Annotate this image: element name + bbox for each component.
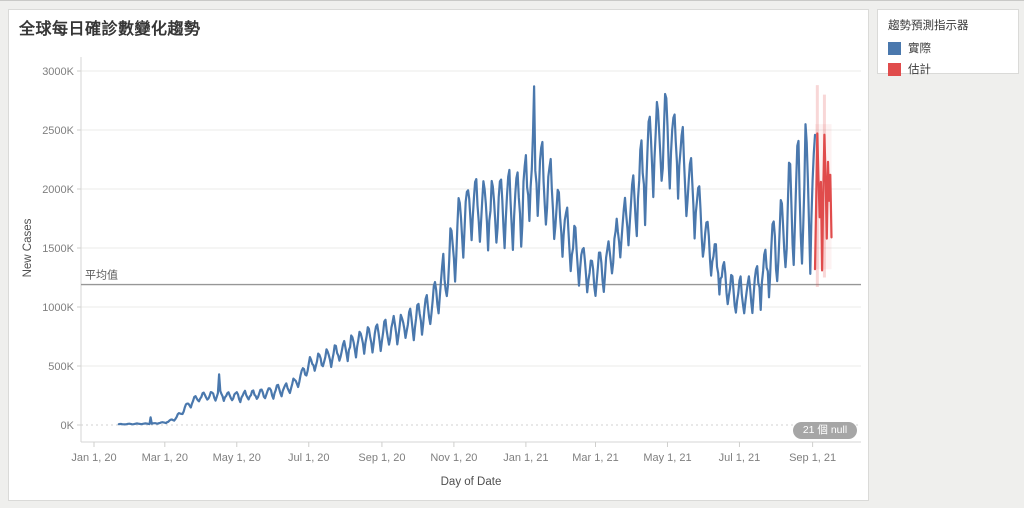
legend-title: 趨勢預測指示器 xyxy=(888,20,969,32)
legend-item-label: 實際 xyxy=(908,43,931,55)
chart-card: 全球每日確診數變化趨勢 0K 500K 1000K 1500K 2000K 2500K 30… xyxy=(8,9,869,501)
x-axis-title: Day of Date xyxy=(441,476,502,488)
trend-chart[interactable]: 0K 500K 1000K 1500K 2000K 2500K 3000K Jan 1, 20… xyxy=(9,10,868,500)
y-tick-label: 1500K xyxy=(42,243,74,255)
x-tick-label: Jul 1, 20 xyxy=(288,452,330,464)
x-tick-label: May 1, 20 xyxy=(213,452,261,464)
y-tick-label: 1000K xyxy=(42,302,74,314)
estimate-series-swatch xyxy=(888,62,901,76)
y-axis-title: New Cases xyxy=(22,218,34,277)
y-tick-label: 3000K xyxy=(42,66,74,78)
forecast-series-line[interactable] xyxy=(813,132,833,272)
page-title: 全球每日確診數變化趨勢 xyxy=(19,21,201,38)
x-tick-label: Mar 1, 21 xyxy=(572,452,618,464)
legend-item-label: 估計 xyxy=(908,64,931,76)
y-tick-label: 2000K xyxy=(42,184,74,196)
y-tick-label: 0K xyxy=(61,420,75,432)
x-tick-label: Sep 1, 21 xyxy=(789,452,836,464)
x-tick-label: May 1, 21 xyxy=(643,452,691,464)
y-tick-label: 2500K xyxy=(42,125,74,137)
y-tick-label: 500K xyxy=(48,361,74,373)
actual-series-line[interactable] xyxy=(117,85,817,426)
average-line-label: 平均值 xyxy=(85,269,118,282)
null-indicator-badge[interactable]: 21 個 null xyxy=(793,422,857,439)
x-tick-label: Sep 1, 20 xyxy=(358,452,405,464)
x-tick-label: Jan 1, 21 xyxy=(503,452,548,464)
x-tick-label: Jul 1, 21 xyxy=(719,452,761,464)
legend-item-estimate[interactable]: 估計 xyxy=(888,61,1008,77)
x-tick-label: Mar 1, 20 xyxy=(142,452,188,464)
legend-item-actual[interactable]: 實際 xyxy=(888,40,1008,56)
x-tick-label: Jan 1, 20 xyxy=(71,452,116,464)
x-tick-label: Nov 1, 20 xyxy=(430,452,477,464)
legend-panel: 趨勢預測指示器 實際 估計 xyxy=(877,9,1019,77)
actual-series-swatch xyxy=(888,41,901,55)
